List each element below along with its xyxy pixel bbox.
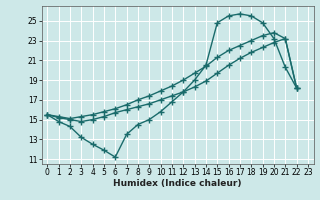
X-axis label: Humidex (Indice chaleur): Humidex (Indice chaleur): [113, 179, 242, 188]
